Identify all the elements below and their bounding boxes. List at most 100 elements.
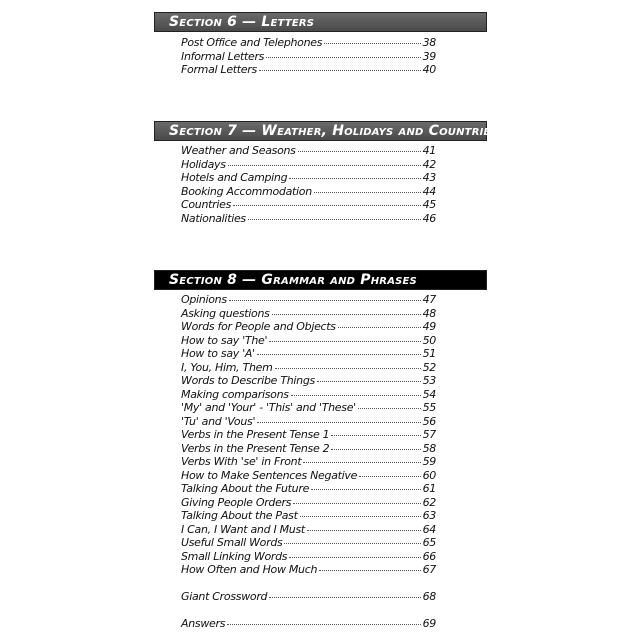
toc-entry: Giving People Orders 62 <box>181 496 436 510</box>
section-6-header: Section 6 — Letters <box>154 12 487 32</box>
section-8-entries: Opinions 47 Asking questions 48 Words for Pe… <box>181 293 436 577</box>
entry-title: Hotels and Camping <box>181 171 288 184</box>
toc-entry: How to say 'The' 50 <box>181 334 436 348</box>
toc-entry: How Often and How Much 67 <box>181 563 436 577</box>
entry-page-number: 65 <box>422 536 437 549</box>
entry-page-number: 44 <box>422 184 437 198</box>
entry-page-number: 52 <box>422 360 437 374</box>
entry-title: Words to Describe Things <box>181 374 315 387</box>
dot-leader <box>357 408 421 409</box>
dot-leader <box>227 624 421 625</box>
entry-page-number: 40 <box>422 63 437 76</box>
entry-title: Holidays <box>181 157 226 171</box>
toc-entry: Booking Accommodation 44 <box>181 185 436 199</box>
entry-page-number: 63 <box>422 509 437 522</box>
entry-page-number: 46 <box>422 211 437 225</box>
entry-title: Verbs With 'se' in Front <box>181 455 302 468</box>
dot-leader <box>297 151 421 152</box>
toc-entry: Hotels and Camping 43 <box>181 171 436 185</box>
dot-leader <box>316 381 421 382</box>
toc-entry: Words for People and Objects 49 <box>181 320 436 334</box>
dot-leader <box>319 570 421 571</box>
toc-entry: Post Office and Telephones 38 <box>181 36 436 50</box>
entry-title: Talking About the Future <box>181 482 310 495</box>
entry-title: Verbs in the Present Tense 1 <box>181 428 330 441</box>
entry-title: Giant Crossword <box>181 590 268 603</box>
entry-page-number: 45 <box>422 198 437 211</box>
dot-leader <box>331 448 421 450</box>
entry-title: Answers <box>181 617 226 630</box>
toc-entry: How to Make Sentences Negative 60 <box>181 469 436 483</box>
entry-title: Giving People Orders <box>181 495 292 509</box>
entry-page-number: 62 <box>422 495 437 509</box>
toc-entry: Useful Small Words 65 <box>181 536 436 550</box>
entry-title: Formal Letters <box>181 63 257 76</box>
toc-entry: Countries 45 <box>181 198 436 212</box>
dot-leader <box>284 543 421 544</box>
section-8-header: Section 8 — Grammar and Phrases <box>154 270 487 290</box>
entry-page-number: 47 <box>422 293 437 306</box>
entry-page-number: 67 <box>422 563 437 576</box>
dot-leader <box>256 354 421 355</box>
dot-leader <box>247 218 421 220</box>
toc-entry: Informal Letters 39 <box>181 50 436 64</box>
entry-page-number: 58 <box>422 441 437 455</box>
entry-title: Weather and Seasons <box>181 144 296 157</box>
entry-page-number: 54 <box>422 387 437 401</box>
entry-page-number: 50 <box>422 333 437 347</box>
entry-title: How to say 'The' <box>181 333 268 347</box>
entry-page-number: 59 <box>422 455 437 468</box>
entry-title: How to Make Sentences Negative <box>181 468 358 482</box>
entry-page-number: 38 <box>422 36 437 49</box>
entry-page-number: 53 <box>422 374 437 387</box>
entry-title: 'Tu' and 'Vous' <box>181 414 256 428</box>
toc-entry: How to say 'A' 51 <box>181 347 436 361</box>
toc-entry: Asking questions 48 <box>181 307 436 321</box>
dot-leader <box>228 300 421 301</box>
dot-leader <box>227 164 421 166</box>
dot-leader <box>337 327 421 328</box>
answers-entry-list: Answers 69 <box>181 617 436 631</box>
toc-entry: Answers 69 <box>181 617 436 631</box>
toc-entry: Words to Describe Things 53 <box>181 374 436 388</box>
toc-entry: Small Linking Words 66 <box>181 550 436 564</box>
entry-title: Countries <box>181 198 232 211</box>
dot-leader <box>293 502 421 504</box>
entry-page-number: 69 <box>422 617 437 630</box>
entry-title: Making comparisons <box>181 387 289 401</box>
dot-leader <box>303 462 421 463</box>
entry-title: Useful Small Words <box>181 536 283 549</box>
dot-leader <box>258 70 421 71</box>
entry-title: Asking questions <box>181 306 270 320</box>
dot-leader <box>324 43 421 44</box>
entry-page-number: 49 <box>422 320 437 333</box>
dot-leader <box>289 178 421 179</box>
toc-entry: Talking About the Past 63 <box>181 509 436 523</box>
dot-leader <box>257 421 421 423</box>
entry-page-number: 55 <box>422 401 437 414</box>
toc-entry: I Can, I Want and I Must 64 <box>181 523 436 537</box>
entry-page-number: 51 <box>422 347 437 360</box>
toc-entry: Making comparisons 54 <box>181 388 436 402</box>
entry-page-number: 66 <box>422 549 437 563</box>
entry-page-number: 39 <box>422 49 437 63</box>
entry-title: Booking Accommodation <box>181 184 312 198</box>
dot-leader <box>313 191 421 193</box>
entry-page-number: 68 <box>422 590 437 603</box>
entry-page-number: 43 <box>422 171 437 184</box>
toc-entry: 'Tu' and 'Vous' 56 <box>181 415 436 429</box>
dot-leader <box>269 340 421 342</box>
entry-page-number: 42 <box>422 157 437 171</box>
dot-leader <box>271 313 421 315</box>
toc-entry: Verbs in the Present Tense 2 58 <box>181 442 436 456</box>
toc-entry: Giant Crossword 68 <box>181 590 436 604</box>
entry-page-number: 56 <box>422 414 437 428</box>
entry-page-number: 61 <box>422 482 437 495</box>
entry-title: Opinions <box>181 293 227 306</box>
entry-page-number: 57 <box>422 428 437 441</box>
dot-leader <box>306 529 421 531</box>
toc-entry: Formal Letters 40 <box>181 63 436 77</box>
dot-leader <box>331 435 421 436</box>
section-7-header: Section 7 — Weather, Holidays and Countr… <box>154 121 498 141</box>
dot-leader <box>289 556 421 558</box>
